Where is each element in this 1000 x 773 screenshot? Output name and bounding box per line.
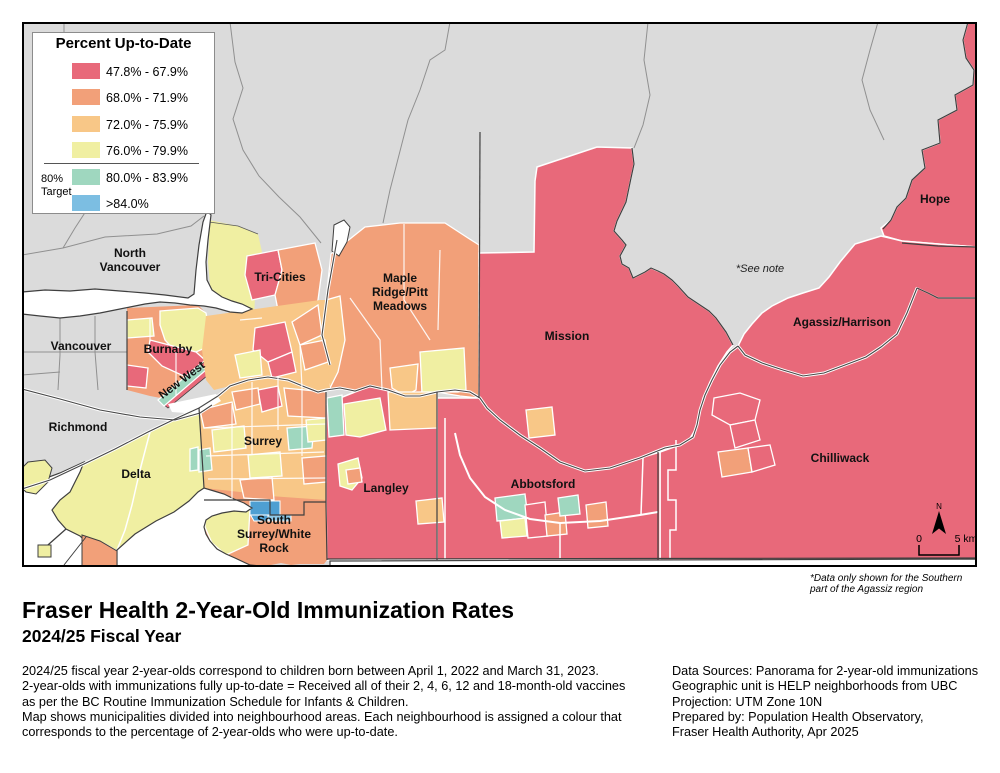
svg-text:Surrey/White: Surrey/White [237,527,311,541]
svg-text:Richmond: Richmond [49,420,108,434]
svg-text:Ridge/Pitt: Ridge/Pitt [372,285,428,299]
svg-text:North: North [114,246,146,260]
svg-text:Mission: Mission [545,329,590,343]
svg-text:Maple: Maple [383,271,417,285]
svg-text:0: 0 [916,533,922,545]
svg-text:Chilliwack: Chilliwack [811,451,870,465]
svg-text:Hope: Hope [920,192,950,206]
svg-text:Agassiz/Harrison: Agassiz/Harrison [793,315,891,329]
svg-text:South: South [257,513,291,527]
svg-text:Langley: Langley [363,481,409,495]
svg-text:N: N [936,502,942,511]
svg-text:*See note: *See note [736,263,784,275]
svg-text:Surrey: Surrey [244,434,282,448]
svg-text:Tri-Cities: Tri-Cities [254,270,306,284]
svg-text:Rock: Rock [259,541,289,555]
svg-text:Vancouver: Vancouver [51,339,112,353]
svg-text:Delta: Delta [121,467,151,481]
svg-text:Burnaby: Burnaby [144,342,193,356]
svg-text:Abbotsford: Abbotsford [511,477,576,491]
svg-text:5 km: 5 km [955,533,978,545]
svg-text:Meadows: Meadows [373,299,427,313]
svg-text:Vancouver: Vancouver [100,260,161,274]
